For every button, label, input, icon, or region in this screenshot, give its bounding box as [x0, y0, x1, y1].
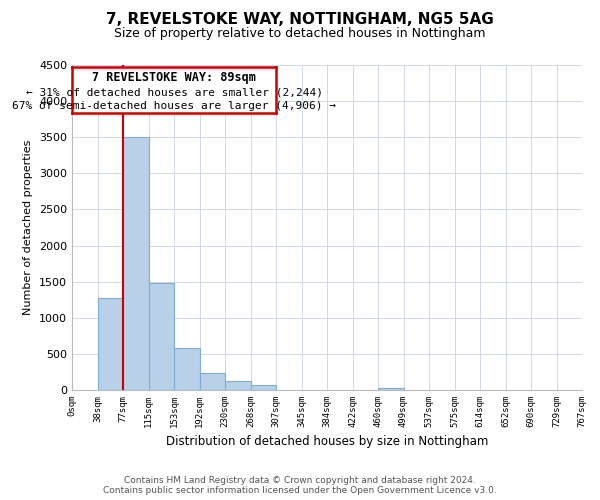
Text: Size of property relative to detached houses in Nottingham: Size of property relative to detached ho…	[114, 28, 486, 40]
Bar	[199, 372, 225, 390]
Text: ← 31% of detached houses are smaller (2,244): ← 31% of detached houses are smaller (2,…	[25, 88, 323, 98]
Bar	[225, 380, 251, 390]
Bar	[251, 385, 276, 390]
Text: 67% of semi-detached houses are larger (4,906) →: 67% of semi-detached houses are larger (…	[12, 102, 336, 112]
Bar	[149, 283, 174, 390]
Y-axis label: Number of detached properties: Number of detached properties	[23, 140, 34, 315]
Text: Contains HM Land Registry data © Crown copyright and database right 2024.
Contai: Contains HM Land Registry data © Crown c…	[103, 476, 497, 495]
Bar	[378, 388, 404, 390]
Text: 7, REVELSTOKE WAY, NOTTINGHAM, NG5 5AG: 7, REVELSTOKE WAY, NOTTINGHAM, NG5 5AG	[106, 12, 494, 28]
Bar	[174, 348, 199, 390]
X-axis label: Distribution of detached houses by size in Nottingham: Distribution of detached houses by size …	[166, 436, 488, 448]
Text: 7 REVELSTOKE WAY: 89sqm: 7 REVELSTOKE WAY: 89sqm	[92, 71, 256, 84]
Bar	[97, 298, 123, 390]
Bar	[123, 137, 149, 390]
